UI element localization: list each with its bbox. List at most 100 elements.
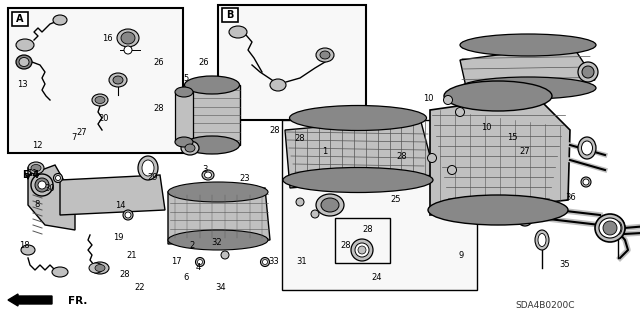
Ellipse shape (460, 34, 596, 56)
Text: 5: 5 (183, 74, 188, 83)
Ellipse shape (91, 262, 109, 274)
Text: 23: 23 (239, 174, 250, 183)
Ellipse shape (117, 29, 139, 47)
Text: 19: 19 (113, 233, 124, 242)
Ellipse shape (31, 165, 41, 172)
Ellipse shape (289, 106, 426, 130)
Ellipse shape (444, 81, 552, 111)
Ellipse shape (198, 259, 202, 264)
Text: 27: 27 (520, 147, 530, 156)
Text: 14: 14 (115, 201, 125, 210)
Ellipse shape (184, 136, 239, 154)
Ellipse shape (535, 230, 549, 250)
Ellipse shape (28, 162, 44, 174)
Text: 8: 8 (35, 200, 40, 209)
Text: 17: 17 (171, 257, 181, 266)
Text: 28: 28 (397, 152, 407, 161)
Ellipse shape (138, 156, 158, 180)
Ellipse shape (184, 76, 239, 94)
Ellipse shape (35, 178, 49, 192)
Ellipse shape (583, 179, 589, 185)
Text: 10: 10 (424, 94, 434, 103)
Text: 28: 28 (270, 126, 280, 135)
Ellipse shape (595, 214, 625, 242)
Ellipse shape (283, 167, 433, 192)
Ellipse shape (321, 198, 339, 212)
Ellipse shape (428, 153, 436, 162)
Polygon shape (460, 45, 595, 96)
Ellipse shape (320, 51, 330, 59)
Ellipse shape (95, 264, 105, 271)
Bar (282, 120, 477, 290)
Text: 1: 1 (323, 147, 328, 156)
FancyArrow shape (8, 294, 52, 306)
Text: 4: 4 (196, 263, 201, 272)
Ellipse shape (582, 141, 593, 155)
Polygon shape (60, 175, 165, 215)
Ellipse shape (125, 212, 131, 218)
Ellipse shape (296, 198, 304, 206)
Ellipse shape (229, 26, 247, 38)
Text: 15: 15 (507, 133, 517, 142)
Text: 32: 32 (211, 238, 221, 247)
Ellipse shape (538, 234, 546, 247)
Text: 9: 9 (458, 251, 463, 260)
Text: A: A (16, 14, 24, 24)
Ellipse shape (358, 246, 366, 254)
Ellipse shape (124, 46, 132, 54)
Text: 13: 13 (17, 80, 28, 89)
Ellipse shape (142, 160, 154, 176)
Text: 26: 26 (154, 58, 164, 67)
Ellipse shape (109, 73, 127, 87)
Polygon shape (185, 85, 240, 145)
Ellipse shape (195, 257, 205, 266)
Ellipse shape (428, 195, 568, 225)
Ellipse shape (95, 97, 105, 103)
Text: 35: 35 (559, 260, 570, 269)
Ellipse shape (316, 48, 334, 62)
Text: FR.: FR. (68, 296, 88, 306)
Text: 3: 3 (202, 165, 207, 174)
Bar (218, 5, 366, 120)
Text: 30: 30 (45, 184, 55, 193)
Ellipse shape (611, 218, 625, 238)
Text: 28: 28 (340, 241, 351, 250)
Ellipse shape (581, 177, 591, 187)
Ellipse shape (205, 172, 211, 178)
Ellipse shape (89, 263, 103, 273)
Text: 6: 6 (183, 273, 188, 282)
Ellipse shape (582, 66, 594, 78)
Text: 31: 31 (297, 257, 307, 266)
Text: 21: 21 (126, 251, 136, 260)
Text: B: B (227, 10, 234, 20)
Text: 34: 34 (216, 283, 226, 292)
Ellipse shape (603, 221, 617, 235)
Bar (12, 12, 28, 26)
Text: 16: 16 (102, 34, 113, 43)
Ellipse shape (53, 15, 67, 25)
Ellipse shape (444, 95, 452, 105)
Ellipse shape (54, 174, 63, 182)
Text: 26: 26 (198, 58, 209, 67)
Bar (8, 8, 183, 153)
Ellipse shape (456, 108, 465, 116)
Text: 28: 28 (294, 134, 305, 143)
Text: 25: 25 (390, 195, 401, 204)
Ellipse shape (202, 170, 214, 180)
Text: 11: 11 (27, 169, 37, 178)
Text: 24: 24 (371, 273, 381, 282)
Text: 36: 36 (566, 193, 576, 202)
Ellipse shape (599, 218, 621, 238)
Ellipse shape (181, 141, 199, 155)
Ellipse shape (520, 207, 531, 222)
Text: 28: 28 (363, 225, 373, 234)
Text: 18: 18 (19, 241, 29, 250)
Ellipse shape (262, 259, 268, 264)
Ellipse shape (311, 210, 319, 218)
Text: 7: 7 (71, 133, 76, 142)
Bar (222, 8, 238, 22)
Ellipse shape (185, 144, 195, 152)
Text: 28: 28 (120, 270, 130, 279)
Ellipse shape (21, 245, 35, 255)
Ellipse shape (316, 194, 344, 216)
